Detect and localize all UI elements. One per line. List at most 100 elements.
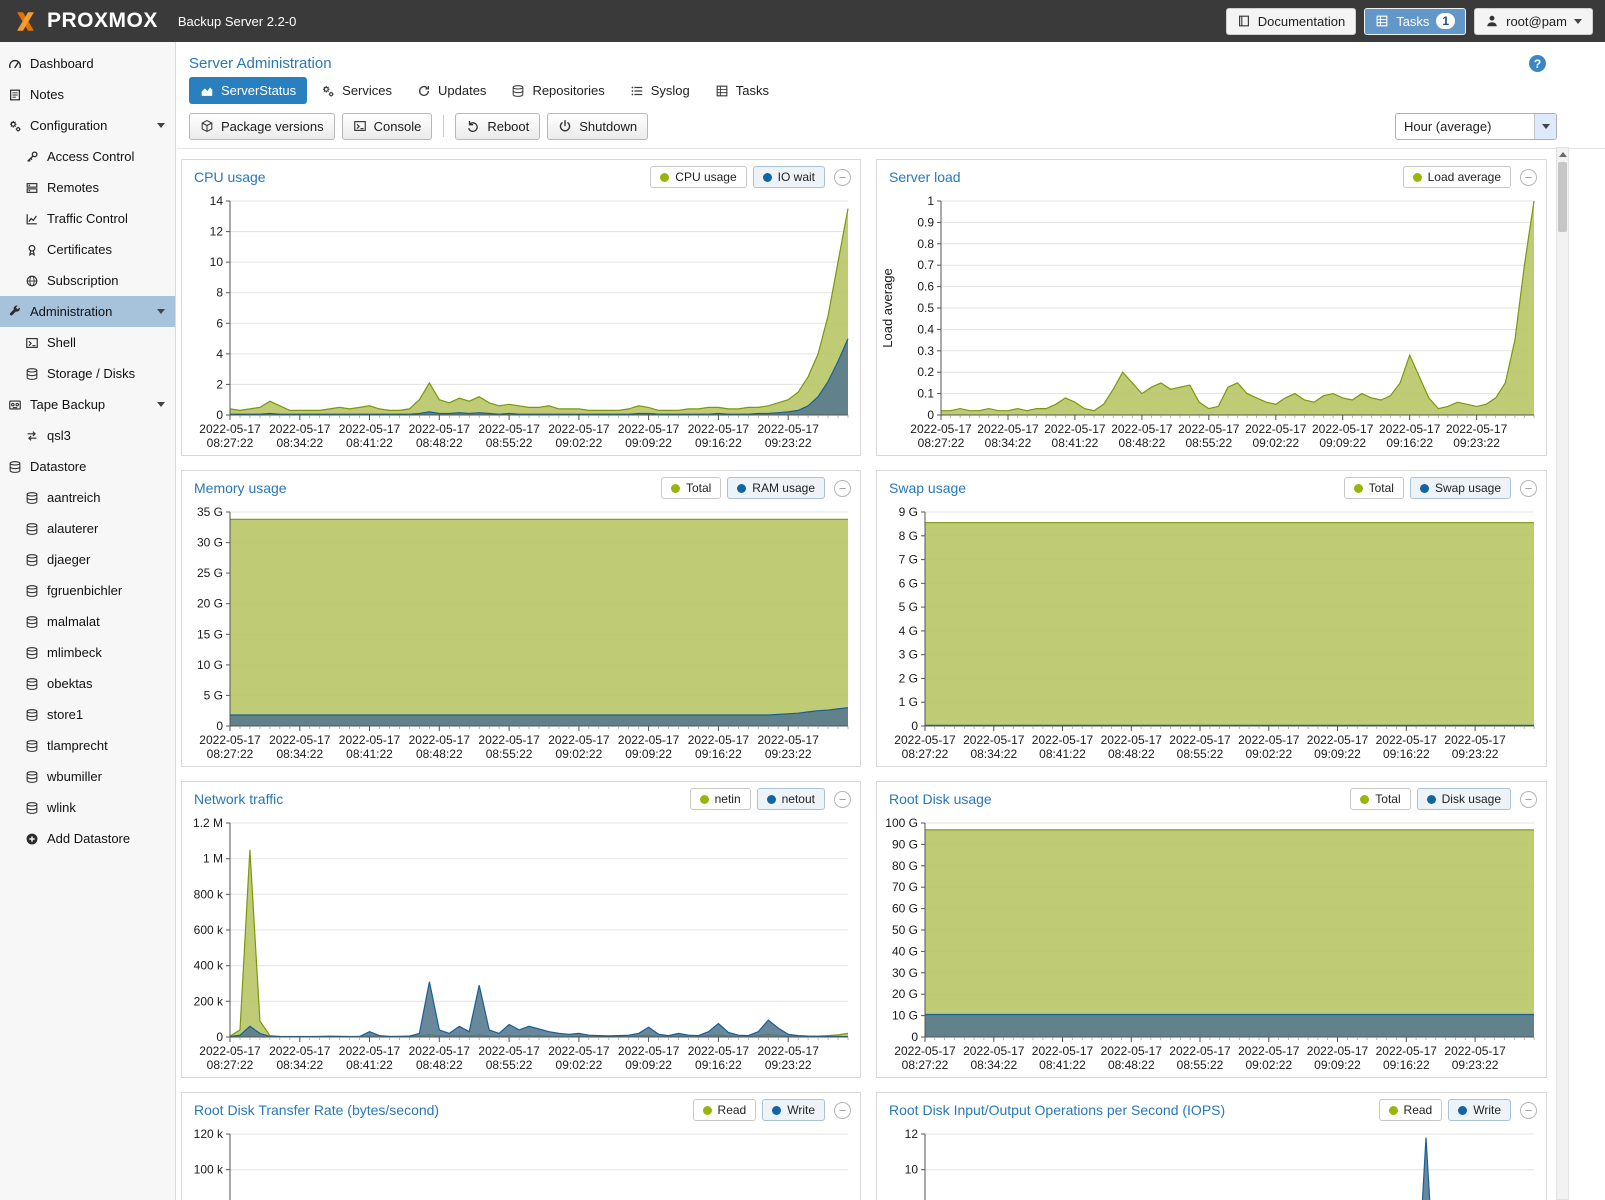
shutdown-button[interactable]: Shutdown bbox=[547, 112, 649, 140]
sidebar-item-djaeger[interactable]: djaeger bbox=[0, 544, 175, 575]
sidebar-item-storage-disks[interactable]: Storage / Disks bbox=[0, 358, 175, 389]
svg-text:08:48:22: 08:48:22 bbox=[416, 436, 463, 450]
package-versions-button[interactable]: Package versions bbox=[189, 112, 335, 140]
tab-updates[interactable]: Updates bbox=[406, 77, 497, 104]
tab-tasks[interactable]: Tasks bbox=[704, 77, 780, 104]
legend-total[interactable]: Total bbox=[660, 477, 722, 499]
tab-services[interactable]: Services bbox=[310, 77, 403, 104]
sidebar-item-certificates[interactable]: Certificates bbox=[0, 234, 175, 265]
legend-total[interactable]: Total bbox=[1350, 788, 1411, 810]
sidebar-item-qsl3[interactable]: qsl3 bbox=[0, 420, 175, 451]
scrollbar-thumb[interactable] bbox=[1558, 162, 1567, 232]
sidebar-item-shell[interactable]: Shell bbox=[0, 327, 175, 358]
collapse-icon[interactable] bbox=[1520, 790, 1537, 808]
legend-cpu-usage[interactable]: CPU usage bbox=[650, 166, 747, 188]
legend-netout[interactable]: netout bbox=[756, 788, 825, 810]
documentation-button[interactable]: Documentation bbox=[1225, 7, 1357, 35]
console-button[interactable]: Console bbox=[341, 112, 433, 140]
legend-read[interactable]: Read bbox=[1378, 1099, 1443, 1121]
sidebar-item-tlamprecht[interactable]: tlamprecht bbox=[0, 730, 175, 761]
sidebar-item-traffic-control[interactable]: Traffic Control bbox=[0, 203, 175, 234]
legend-write[interactable]: Write bbox=[1448, 1099, 1511, 1121]
sidebar-item-configuration[interactable]: Configuration bbox=[0, 110, 175, 141]
collapse-icon[interactable] bbox=[834, 1101, 851, 1119]
sidebar-item-wbumiller[interactable]: wbumiller bbox=[0, 761, 175, 792]
sidebar-item-obektas[interactable]: obektas bbox=[0, 668, 175, 699]
tasks-label: Tasks bbox=[1396, 13, 1430, 29]
collapse-icon[interactable] bbox=[834, 168, 851, 186]
sidebar-item-remotes[interactable]: Remotes bbox=[0, 172, 175, 203]
series-dot bbox=[699, 794, 709, 804]
help-icon[interactable]: ? bbox=[1529, 55, 1546, 72]
chart-title: Root Disk usage bbox=[889, 791, 992, 807]
disks-icon bbox=[25, 367, 39, 381]
legend-load-average[interactable]: Load average bbox=[1402, 166, 1511, 188]
svg-text:0.1: 0.1 bbox=[917, 387, 934, 401]
sidebar-item-access-control[interactable]: Access Control bbox=[0, 141, 175, 172]
sidebar-item-dashboard[interactable]: Dashboard bbox=[0, 48, 175, 79]
sidebar-item-tape-backup[interactable]: Tape Backup bbox=[0, 389, 175, 420]
svg-text:08:34:22: 08:34:22 bbox=[276, 747, 323, 761]
collapse-icon[interactable] bbox=[1520, 479, 1537, 497]
collapse-icon[interactable] bbox=[834, 479, 851, 497]
vertical-scrollbar[interactable] bbox=[1556, 147, 1569, 1200]
certificate-icon bbox=[25, 243, 39, 257]
chevron-down-icon[interactable] bbox=[157, 309, 165, 314]
tab-label: Tasks bbox=[735, 83, 769, 98]
sidebar-item-add-datastore[interactable]: Add Datastore bbox=[0, 823, 175, 854]
tab-bar: ServerStatus Services Updates Repositori… bbox=[177, 75, 1605, 104]
legend-total[interactable]: Total bbox=[1343, 477, 1404, 499]
sidebar-item-subscription[interactable]: Subscription bbox=[0, 265, 175, 296]
legend-netin[interactable]: netin bbox=[689, 788, 751, 810]
svg-text:8: 8 bbox=[216, 286, 223, 300]
datastore-icon bbox=[25, 708, 39, 722]
panel-root-disk-iops: Root Disk Input/Output Operations per Se… bbox=[876, 1092, 1547, 1200]
collapse-icon[interactable] bbox=[1520, 168, 1537, 186]
legend-write[interactable]: Write bbox=[762, 1099, 825, 1121]
legend-disk-usage[interactable]: Disk usage bbox=[1416, 788, 1511, 810]
sidebar-item-datastore[interactable]: Datastore bbox=[0, 451, 175, 482]
sidebar-item-notes[interactable]: Notes bbox=[0, 79, 175, 110]
collapse-icon[interactable] bbox=[834, 790, 851, 808]
collapse-icon[interactable] bbox=[1520, 1101, 1537, 1119]
sidebar-item-malmalat[interactable]: malmalat bbox=[0, 606, 175, 637]
chevron-down-icon[interactable] bbox=[157, 123, 165, 128]
scroll-up-arrow-icon[interactable] bbox=[1557, 148, 1568, 161]
svg-text:2022-05-17: 2022-05-17 bbox=[1312, 422, 1374, 436]
legend-swap-usage[interactable]: Swap usage bbox=[1409, 477, 1511, 499]
sidebar-item-label: tlamprecht bbox=[47, 738, 108, 753]
sidebar-item-store1[interactable]: store1 bbox=[0, 699, 175, 730]
sidebar-item-aantreich[interactable]: aantreich bbox=[0, 482, 175, 513]
user-icon bbox=[1485, 14, 1499, 28]
tab-serverstatus[interactable]: ServerStatus bbox=[189, 77, 308, 104]
svg-text:2022-05-17: 2022-05-17 bbox=[478, 1044, 540, 1058]
chart-title: CPU usage bbox=[194, 169, 266, 185]
tab-syslog[interactable]: Syslog bbox=[619, 77, 701, 104]
sidebar-item-alauterer[interactable]: alauterer bbox=[0, 513, 175, 544]
chevron-down-icon[interactable] bbox=[1534, 113, 1556, 139]
datastore-icon bbox=[25, 584, 39, 598]
tasks-button[interactable]: Tasks 1 bbox=[1364, 7, 1467, 35]
tab-repositories[interactable]: Repositories bbox=[500, 77, 615, 104]
reboot-button[interactable]: Reboot bbox=[455, 112, 541, 140]
svg-text:2022-05-17: 2022-05-17 bbox=[409, 733, 471, 747]
legend-ram-usage[interactable]: RAM usage bbox=[727, 477, 825, 499]
sidebar-item-label: Access Control bbox=[47, 149, 135, 164]
sidebar-item-mlimbeck[interactable]: mlimbeck bbox=[0, 637, 175, 668]
sidebar-item-wlink[interactable]: wlink bbox=[0, 792, 175, 823]
sidebar-item-administration[interactable]: Administration bbox=[0, 296, 175, 327]
svg-text:08:55:22: 08:55:22 bbox=[1177, 747, 1224, 761]
panel-root-disk-usage: Root Disk usage Total Disk usage 0 10 G 20… bbox=[876, 781, 1547, 1078]
svg-text:09:09:22: 09:09:22 bbox=[1314, 747, 1361, 761]
svg-text:35 G: 35 G bbox=[197, 505, 223, 519]
chevron-down-icon[interactable] bbox=[157, 402, 165, 407]
svg-text:0: 0 bbox=[216, 719, 223, 733]
user-menu-button[interactable]: root@pam bbox=[1474, 7, 1593, 35]
timeframe-select[interactable]: Hour (average) bbox=[1395, 112, 1557, 140]
legend-read[interactable]: Read bbox=[692, 1099, 757, 1121]
svg-text:2022-05-17: 2022-05-17 bbox=[1444, 733, 1506, 747]
legend-io-wait[interactable]: IO wait bbox=[752, 166, 825, 188]
sidebar-item-fgruenbichler[interactable]: fgruenbichler bbox=[0, 575, 175, 606]
root-disk-iops-chart: 0246810122022-05-1708:27:222022-05-1708:… bbox=[877, 1127, 1546, 1200]
svg-text:15 G: 15 G bbox=[197, 627, 223, 641]
